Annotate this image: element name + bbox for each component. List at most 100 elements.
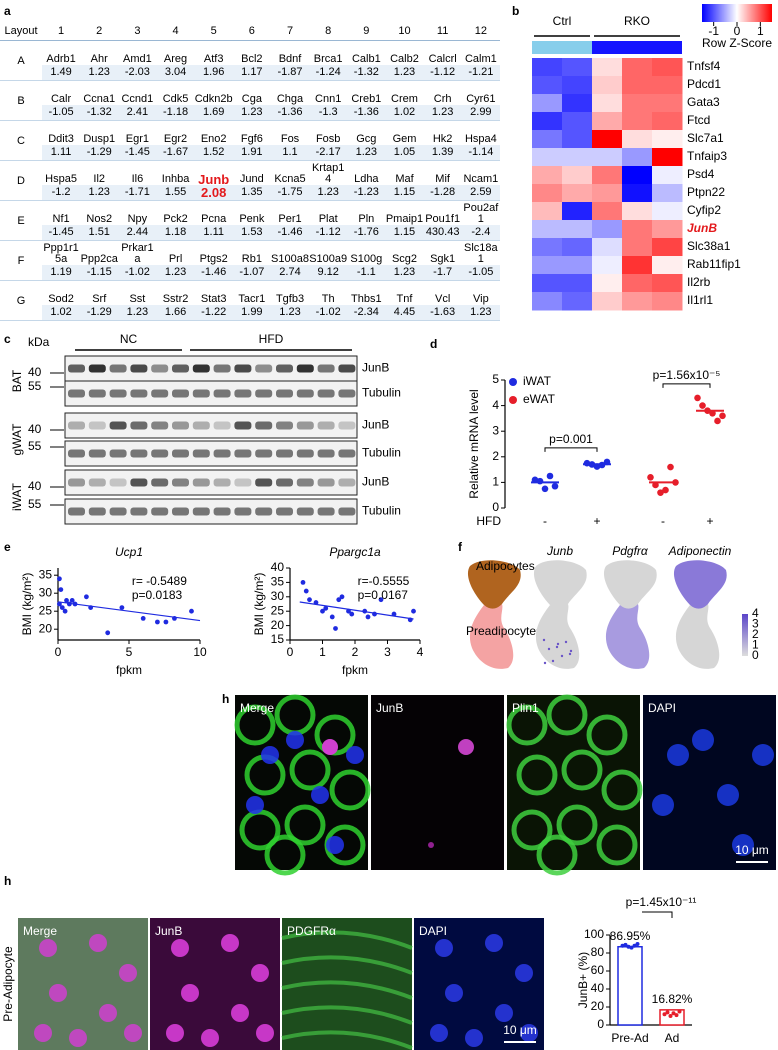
blot-band bbox=[317, 389, 335, 398]
blot-band bbox=[88, 389, 106, 398]
value-label: 16.82% bbox=[652, 992, 693, 1006]
fold-change: 1.99 bbox=[232, 305, 271, 320]
fold-change: -1.75 bbox=[270, 185, 310, 200]
blot-band bbox=[151, 507, 169, 516]
heat-cell bbox=[532, 76, 563, 95]
cell: Mif -1.28 bbox=[423, 160, 462, 201]
gene-name: Adrb1 bbox=[46, 53, 76, 65]
cell: Vip 1.23 bbox=[461, 280, 500, 321]
group-bar bbox=[592, 41, 682, 54]
panel-letter: e bbox=[4, 540, 11, 554]
gene-name: Vcl bbox=[435, 293, 451, 305]
blot-band bbox=[234, 389, 252, 398]
heat-cell bbox=[532, 202, 563, 221]
gene-name: Fos bbox=[280, 133, 300, 145]
cell: Pcna 1.11 bbox=[194, 200, 233, 241]
umap-dot bbox=[543, 661, 547, 665]
point bbox=[57, 576, 62, 582]
row-label: Gata3 bbox=[687, 95, 720, 109]
heat-cell bbox=[562, 256, 593, 275]
heat-cell bbox=[562, 202, 593, 221]
nucleus bbox=[49, 984, 67, 1002]
cell bbox=[234, 704, 276, 746]
side-label: Pre-Adipocyte bbox=[1, 946, 15, 1022]
heat-cell bbox=[652, 58, 683, 77]
heat-cell bbox=[592, 58, 623, 77]
heat-cell bbox=[592, 292, 623, 311]
x-tick-label: 1 bbox=[319, 645, 326, 659]
blot-band bbox=[255, 389, 273, 398]
blot-band bbox=[317, 478, 335, 487]
fold-change: 1.17 bbox=[232, 65, 271, 80]
heat-cell bbox=[532, 238, 563, 257]
umap-dot bbox=[564, 640, 568, 644]
y-axis-label: BMI (kg/m²) bbox=[20, 573, 34, 636]
dot bbox=[632, 943, 637, 948]
dot bbox=[667, 463, 674, 471]
fold-change: 1.05 bbox=[385, 145, 424, 160]
blot-band bbox=[109, 421, 127, 430]
fold-change: -2.34 bbox=[347, 305, 386, 320]
cell: Eno2 1.52 bbox=[194, 120, 233, 161]
umap-dot bbox=[568, 652, 572, 656]
point bbox=[189, 608, 194, 614]
nucleus bbox=[201, 1029, 219, 1047]
channel-label: DAPI bbox=[648, 701, 676, 715]
heat-cell bbox=[622, 166, 653, 185]
table-row: C Ddit3 1.11 Dusp1 -1.29 Egr1 -1.45 Egr2 -1.67 En… bbox=[0, 120, 500, 161]
gene-name: Cnn1 bbox=[315, 93, 342, 105]
fold-change: 1.23 bbox=[461, 305, 500, 320]
umap-dot bbox=[555, 645, 559, 649]
gene-name: Atf3 bbox=[203, 53, 224, 65]
chart-title: Ucp1 bbox=[115, 545, 143, 559]
fold-change: 1.23 bbox=[385, 65, 424, 80]
blot-band bbox=[151, 389, 169, 398]
gene-table: Layout 1 2 3 4 5 6 7 8 9 10 11 12 A Adrb1 1.49 Ahr 1.23 Am… bbox=[0, 22, 500, 321]
cell: Ppp1r15a 1.19 bbox=[42, 240, 81, 281]
size-label: 55 bbox=[28, 439, 42, 453]
heat-cell bbox=[622, 220, 653, 239]
size-label: 40 bbox=[28, 422, 42, 436]
row-label: E bbox=[0, 200, 42, 241]
blot-band bbox=[234, 507, 252, 516]
blot-band bbox=[317, 449, 335, 458]
blot-band bbox=[213, 478, 231, 487]
point bbox=[349, 611, 355, 617]
nucleus bbox=[515, 964, 533, 982]
blot-band bbox=[255, 449, 273, 458]
blot-band bbox=[68, 364, 85, 373]
panel-letter: b bbox=[512, 4, 519, 18]
gene-name: Creb1 bbox=[351, 93, 382, 105]
gene-name: Il6 bbox=[131, 173, 144, 185]
x-tick-label: 3 bbox=[384, 645, 391, 659]
fold-change: -1.1 bbox=[347, 265, 386, 280]
heat-cell bbox=[562, 238, 593, 257]
gene-name: Npy bbox=[127, 213, 148, 225]
scale-label: 10 μm bbox=[503, 1023, 537, 1037]
p-value: p=1.45x10⁻¹¹ bbox=[626, 895, 697, 909]
blot-band bbox=[276, 449, 293, 458]
colorbar-tick-label: 0 bbox=[734, 24, 741, 38]
gene-name: Ppp1r15a bbox=[43, 242, 79, 265]
dot bbox=[541, 485, 549, 493]
blot-band bbox=[296, 449, 314, 458]
fold-change: 1.23 bbox=[232, 105, 271, 120]
annotation: r=-0.5555 bbox=[358, 574, 410, 588]
blot-band bbox=[68, 421, 85, 430]
group-label: NC bbox=[120, 332, 138, 346]
y-axis-label: JunB+ (%) bbox=[576, 952, 590, 1008]
heat-cell bbox=[622, 292, 653, 311]
channel-label: Merge bbox=[240, 701, 274, 715]
fold-change: -1.23 bbox=[347, 185, 386, 200]
fold-change: -1.36 bbox=[347, 105, 386, 120]
table-row: A Adrb1 1.49 Ahr 1.23 Amd1 -2.03 Areg 3.04 Atf3 1.… bbox=[0, 40, 500, 81]
blot-band bbox=[130, 364, 148, 373]
colorbar-tick-label: 1 bbox=[752, 638, 759, 652]
gene-name: Rb1 bbox=[241, 253, 262, 265]
cell bbox=[264, 834, 306, 876]
heat-cell bbox=[592, 130, 623, 149]
y-tick-label: 25 bbox=[39, 603, 53, 617]
cell: Brca1 -1.24 bbox=[309, 40, 348, 81]
fold-change: -1.63 bbox=[423, 305, 462, 320]
nucleus bbox=[256, 1024, 274, 1042]
